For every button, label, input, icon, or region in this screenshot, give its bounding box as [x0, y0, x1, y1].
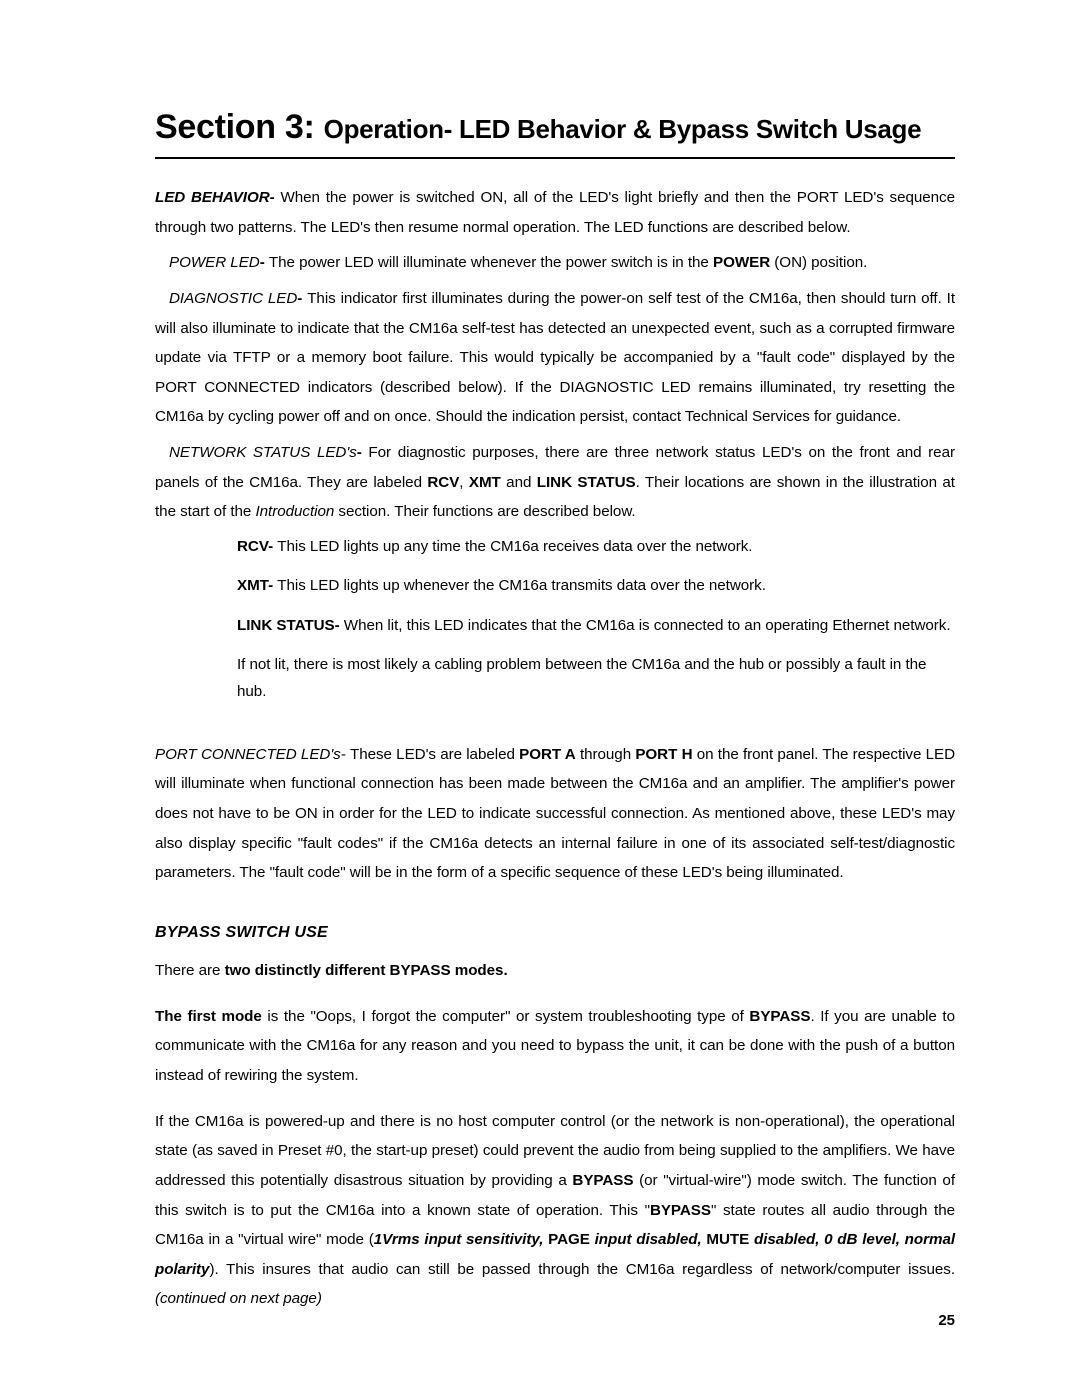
network-status-i1: Introduction	[255, 503, 334, 520]
link-label: LINK STATUS-	[237, 617, 344, 634]
power-led-text1: The power LED will illuminate whenever t…	[269, 254, 713, 271]
bypass-para3: If the CM16a is powered-up and there is …	[155, 1107, 955, 1314]
power-led-dash: -	[260, 254, 269, 271]
spacer	[155, 1097, 955, 1107]
bypass-p3g: PAGE	[548, 1231, 590, 1248]
led-behavior-paragraph: LED BEHAVIOR- When the power is switched…	[155, 183, 955, 242]
diagnostic-led-text: This indicator first illuminates during …	[155, 290, 955, 426]
port-connected-text3: on the front panel. The respective LED w…	[155, 746, 955, 882]
power-led-paragraph: POWER LED- The power LED will illuminate…	[155, 248, 955, 278]
title-prefix: Section 3:	[155, 108, 324, 146]
led-behavior-label: LED BEHAVIOR-	[155, 189, 280, 206]
document-page: Section 3: Operation- LED Behavior & Byp…	[0, 0, 1080, 1397]
page-number: 25	[938, 1312, 955, 1329]
bypass-p3b: BYPASS	[572, 1172, 633, 1189]
bypass-heading: BYPASS SWITCH USE	[155, 924, 955, 942]
bypass-p1a: There are	[155, 962, 225, 979]
diagnostic-led-dash: -	[297, 290, 307, 307]
spacer	[155, 992, 955, 1002]
network-status-label: NETWORK STATUS LED's	[169, 444, 357, 461]
bypass-p2a: The first mode	[155, 1008, 262, 1025]
rcv-text: This LED lights up any time the CM16a re…	[277, 538, 752, 555]
power-led-bold1: POWER	[713, 254, 770, 271]
power-led-text2: (ON) position.	[770, 254, 867, 271]
port-connected-text2: through	[576, 746, 636, 763]
notlit-item: If not lit, there is most likely a cabli…	[237, 651, 955, 706]
port-connected-label: PORT CONNECTED LED's-	[155, 746, 350, 763]
link-item: LINK STATUS- When lit, this LED indicate…	[237, 612, 955, 639]
network-status-paragraph: NETWORK STATUS LED's- For diagnostic pur…	[155, 438, 955, 527]
port-connected-paragraph: PORT CONNECTED LED's- These LED's are la…	[155, 740, 955, 888]
network-status-text3: section. Their functions are described b…	[334, 503, 635, 520]
title-main: Operation- LED Behavior & Bypass Switch …	[324, 114, 922, 144]
led-list: RCV- This LED lights up any time the CM1…	[155, 533, 955, 706]
bypass-p3i: MUTE	[706, 1231, 749, 1248]
network-status-b3: LINK STATUS	[537, 474, 636, 491]
bypass-p3k: ). This insures that audio can still be …	[209, 1261, 955, 1278]
power-led-label: POWER LED	[169, 254, 260, 271]
section-title: Section 3: Operation- LED Behavior & Byp…	[155, 108, 955, 159]
bypass-para1: There are two distinctly different BYPAS…	[155, 956, 955, 986]
port-connected-b2: PORT H	[635, 746, 692, 763]
bypass-p1b: two distinctly different BYPASS modes.	[225, 962, 508, 979]
xmt-label: XMT-	[237, 577, 277, 594]
diagnostic-led-label: DIAGNOSTIC LED	[169, 290, 297, 307]
port-connected-text1: These LED's are labeled	[350, 746, 519, 763]
network-status-c2: and	[501, 474, 537, 491]
rcv-item: RCV- This LED lights up any time the CM1…	[237, 533, 955, 560]
network-status-dash: -	[357, 444, 369, 461]
xmt-text: This LED lights up whenever the CM16a tr…	[277, 577, 766, 594]
rcv-label: RCV-	[237, 538, 277, 555]
bypass-p3f: 1Vrms input sensitivity,	[374, 1231, 548, 1248]
bypass-cont: (continued on next page)	[155, 1290, 322, 1307]
network-status-b2: XMT	[469, 474, 501, 491]
bypass-p2b: is the "Oops, I forgot the computer" or …	[262, 1008, 750, 1025]
network-status-c1: ,	[459, 474, 469, 491]
spacer	[155, 718, 955, 740]
bypass-p2c: BYPASS	[749, 1008, 810, 1025]
xmt-item: XMT- This LED lights up whenever the CM1…	[237, 572, 955, 599]
bypass-p3d: BYPASS	[650, 1202, 711, 1219]
link-text: When lit, this LED indicates that the CM…	[344, 617, 951, 634]
bypass-p3h: input disabled,	[590, 1231, 707, 1248]
network-status-b1: RCV	[427, 474, 459, 491]
port-connected-b1: PORT A	[519, 746, 576, 763]
diagnostic-led-paragraph: DIAGNOSTIC LED- This indicator first ill…	[155, 284, 955, 432]
bypass-para2: The first mode is the "Oops, I forgot th…	[155, 1002, 955, 1091]
